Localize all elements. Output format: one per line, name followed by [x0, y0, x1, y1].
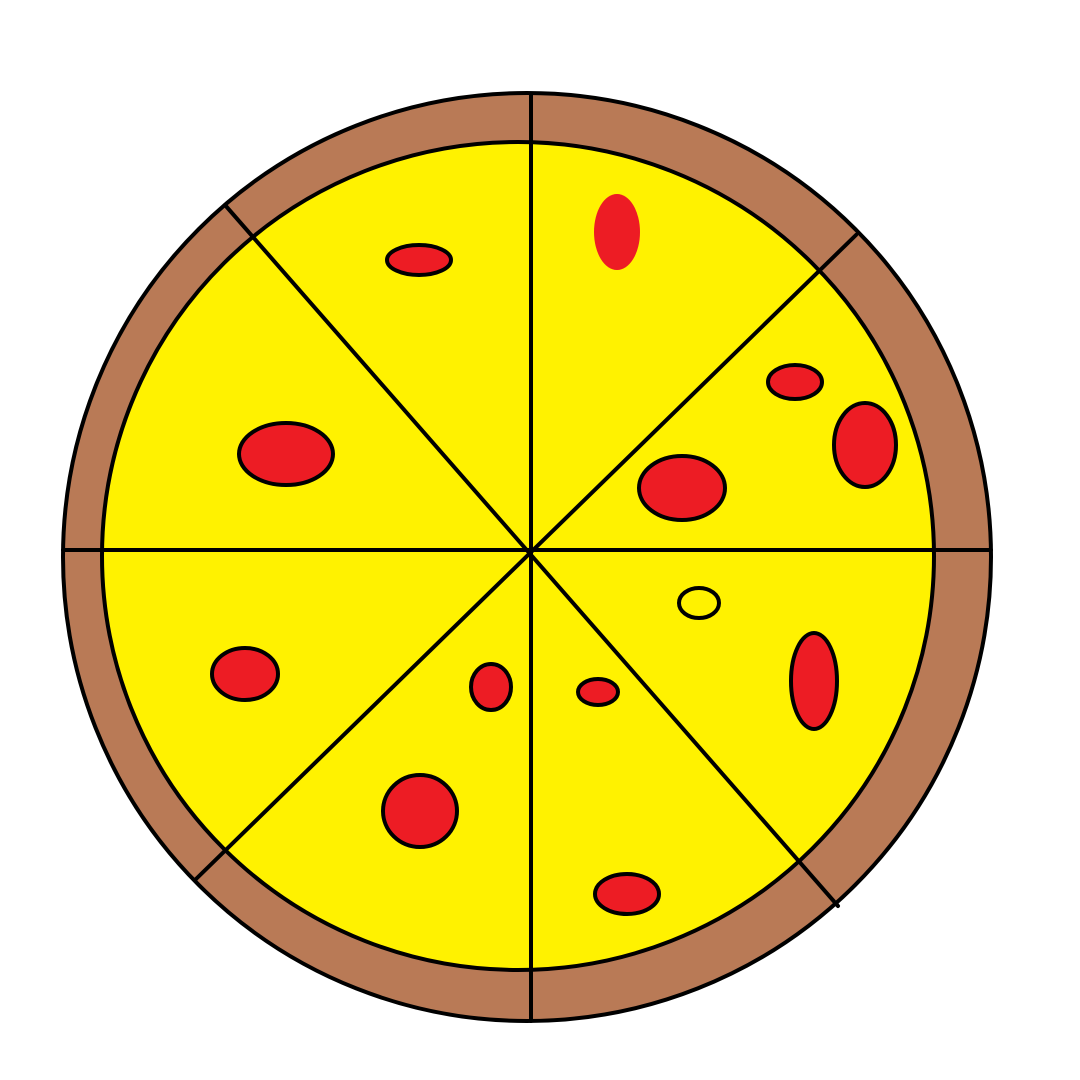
pepperoni-slice [832, 401, 898, 489]
pizza-cheese [100, 140, 936, 972]
pepperoni-slice [237, 421, 335, 487]
pepperoni-slice [789, 631, 839, 731]
slice-cuts [61, 93, 993, 1023]
pepperoni-slice [677, 586, 721, 620]
pepperoni-slice [576, 677, 620, 707]
pepperoni-slice [637, 454, 727, 522]
pepperoni-slice [593, 872, 661, 916]
pepperoni-slice [766, 363, 824, 401]
cut-line-diagonal-main [223, 203, 840, 908]
pepperoni-slice [385, 243, 453, 277]
pepperoni-slice [469, 662, 513, 712]
cut-line-diagonal-anti [193, 233, 858, 882]
pepperoni-slice [381, 773, 459, 849]
pepperoni-slice [210, 646, 280, 702]
pepperoni-slice [594, 194, 640, 270]
pepperoni-toppings [210, 194, 898, 916]
